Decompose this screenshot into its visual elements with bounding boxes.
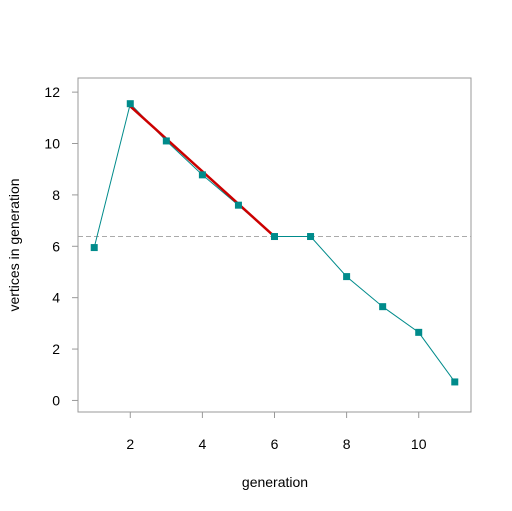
x-axis-label: generation (242, 474, 308, 490)
x-tick-label: 8 (343, 436, 351, 452)
y-tick-label: 8 (52, 187, 60, 203)
series-line (93, 102, 456, 383)
series-layer (93, 102, 456, 383)
y-tick-label: 6 (52, 238, 60, 254)
x-axis: 2 4 6 8 10 (126, 412, 427, 452)
data-point (451, 378, 459, 386)
x-tick-label: 2 (126, 436, 134, 452)
y-axis-label: vertices in generation (6, 178, 22, 311)
data-point (126, 100, 134, 108)
data-point (234, 201, 242, 209)
data-point (415, 328, 423, 336)
y-axis: 0 2 4 6 8 10 12 (44, 84, 78, 408)
data-point (307, 233, 315, 241)
y-tick-label: 0 (52, 392, 60, 408)
data-point (198, 171, 206, 179)
x-tick-label: 4 (198, 436, 206, 452)
plot-frame (77, 77, 472, 413)
x-tick-label: 6 (271, 436, 279, 452)
data-point (162, 137, 170, 145)
data-point (343, 273, 351, 281)
data-point (379, 303, 387, 311)
data-point (90, 244, 98, 252)
y-tick-label: 12 (44, 84, 60, 100)
x-tick-label: 10 (411, 436, 427, 452)
marker-layer (90, 100, 459, 386)
y-tick-label: 2 (52, 341, 60, 357)
y-tick-label: 4 (52, 290, 60, 306)
data-point (271, 233, 278, 241)
y-tick-label: 10 (44, 136, 60, 152)
